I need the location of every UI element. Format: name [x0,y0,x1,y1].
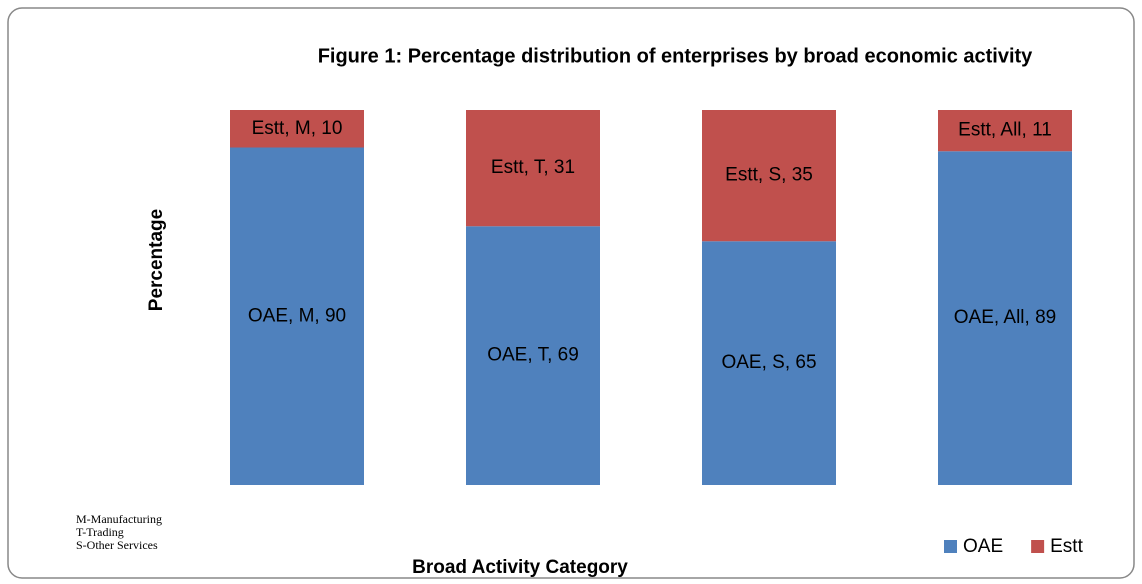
legend-label: Estt [1050,536,1083,557]
legend-swatch [1031,540,1045,553]
legend-swatch [944,540,957,553]
data-label: Estt, S, 35 [725,165,813,186]
x-axis-label: Broad Activity Category [412,557,628,578]
data-label: Estt, T, 31 [491,157,575,178]
data-label: OAE, T, 69 [487,345,579,366]
data-label: OAE, S, 65 [721,352,816,373]
data-label: OAE, All, 89 [954,307,1056,328]
y-axis-label: Percentage [146,209,167,311]
note: M-Manufacturing [76,512,162,526]
note: S-Other Services [76,538,158,552]
bar-segment [230,110,364,148]
bar-segment [702,241,836,485]
data-label: Estt, All, 11 [958,120,1052,141]
chart-title: Figure 1: Percentage distribution of ent… [318,45,1033,67]
data-label: Estt, M, 10 [252,118,343,139]
bar-segment [230,147,364,485]
bar-segment [938,110,1072,152]
bar-segment [466,226,600,485]
legend-label: OAE [963,536,1003,557]
data-label: OAE, M, 90 [248,305,346,326]
bar-segment [466,110,600,227]
bar-segment [938,151,1072,485]
bar-segment [702,110,836,242]
note: T-Trading [76,525,124,539]
